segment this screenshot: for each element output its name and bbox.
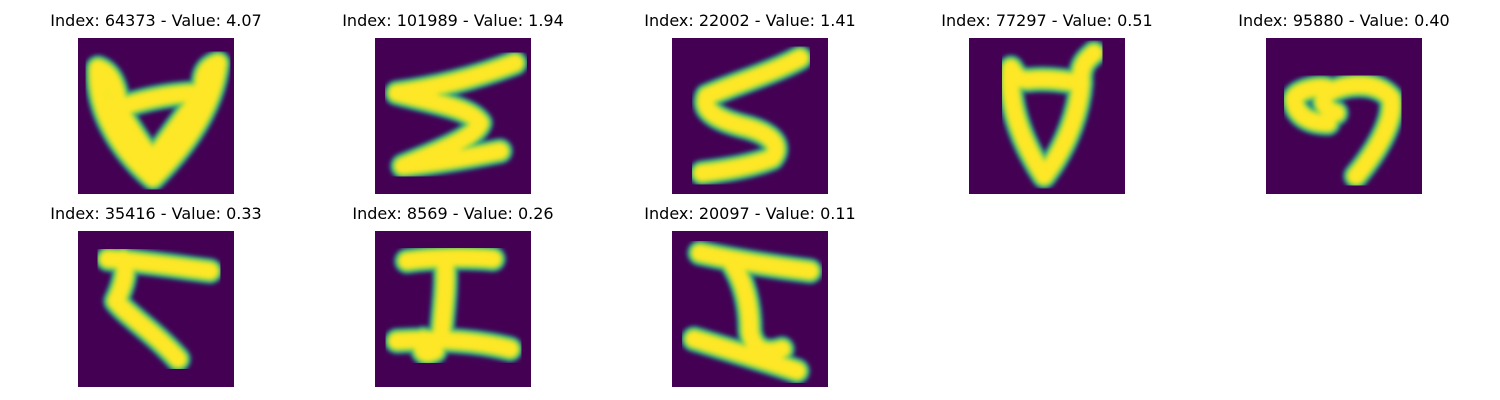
panel-title: Index: 8569 - Value: 0.26 xyxy=(352,204,554,223)
handwritten-glyph xyxy=(78,231,234,387)
image-panel-4: Index: 77297 - Value: 0.51 xyxy=(927,10,1167,195)
stroke-core xyxy=(389,249,518,362)
digit-image xyxy=(78,38,234,194)
handwritten-glyph xyxy=(672,38,828,194)
digit-image xyxy=(672,38,828,194)
image-panel-8: Index: 20097 - Value: 0.11 xyxy=(630,203,870,388)
stroke-core xyxy=(694,50,808,181)
image-panel-6: Index: 35416 - Value: 0.33 xyxy=(36,203,276,388)
panel-title: Index: 22002 - Value: 1.41 xyxy=(644,11,856,30)
stroke-core xyxy=(89,55,226,186)
panel-title: Index: 101989 - Value: 1.94 xyxy=(342,11,564,30)
stroke-core xyxy=(389,55,523,174)
handwritten-glyph xyxy=(969,38,1125,194)
digit-image xyxy=(672,231,828,387)
panel-title: Index: 77297 - Value: 0.51 xyxy=(941,11,1153,30)
stroke-core xyxy=(1002,45,1102,184)
image-panel-3: Index: 22002 - Value: 1.41 xyxy=(630,10,870,195)
digit-image xyxy=(78,231,234,387)
image-panel-5: Index: 95880 - Value: 0.40 xyxy=(1224,10,1464,195)
digit-image xyxy=(1266,38,1422,194)
image-panel-7: Index: 8569 - Value: 0.26 xyxy=(333,203,573,388)
handwritten-glyph xyxy=(1266,38,1422,194)
image-panel-2: Index: 101989 - Value: 1.94 xyxy=(333,10,573,195)
handwritten-glyph xyxy=(375,231,531,387)
image-panel-1: Index: 64373 - Value: 4.07 xyxy=(36,10,276,195)
stroke-core xyxy=(100,251,218,367)
stroke-core xyxy=(686,245,818,379)
panel-title: Index: 95880 - Value: 0.40 xyxy=(1238,11,1450,30)
panel-title: Index: 35416 - Value: 0.33 xyxy=(50,204,262,223)
digit-image xyxy=(969,38,1125,194)
handwritten-glyph xyxy=(672,231,828,387)
digit-image xyxy=(375,231,531,387)
panel-title: Index: 20097 - Value: 0.11 xyxy=(644,204,856,223)
digit-image xyxy=(375,38,531,194)
handwritten-glyph xyxy=(78,38,234,194)
stroke-core xyxy=(1286,77,1400,184)
panel-title: Index: 64373 - Value: 4.07 xyxy=(50,11,262,30)
handwritten-glyph xyxy=(375,38,531,194)
